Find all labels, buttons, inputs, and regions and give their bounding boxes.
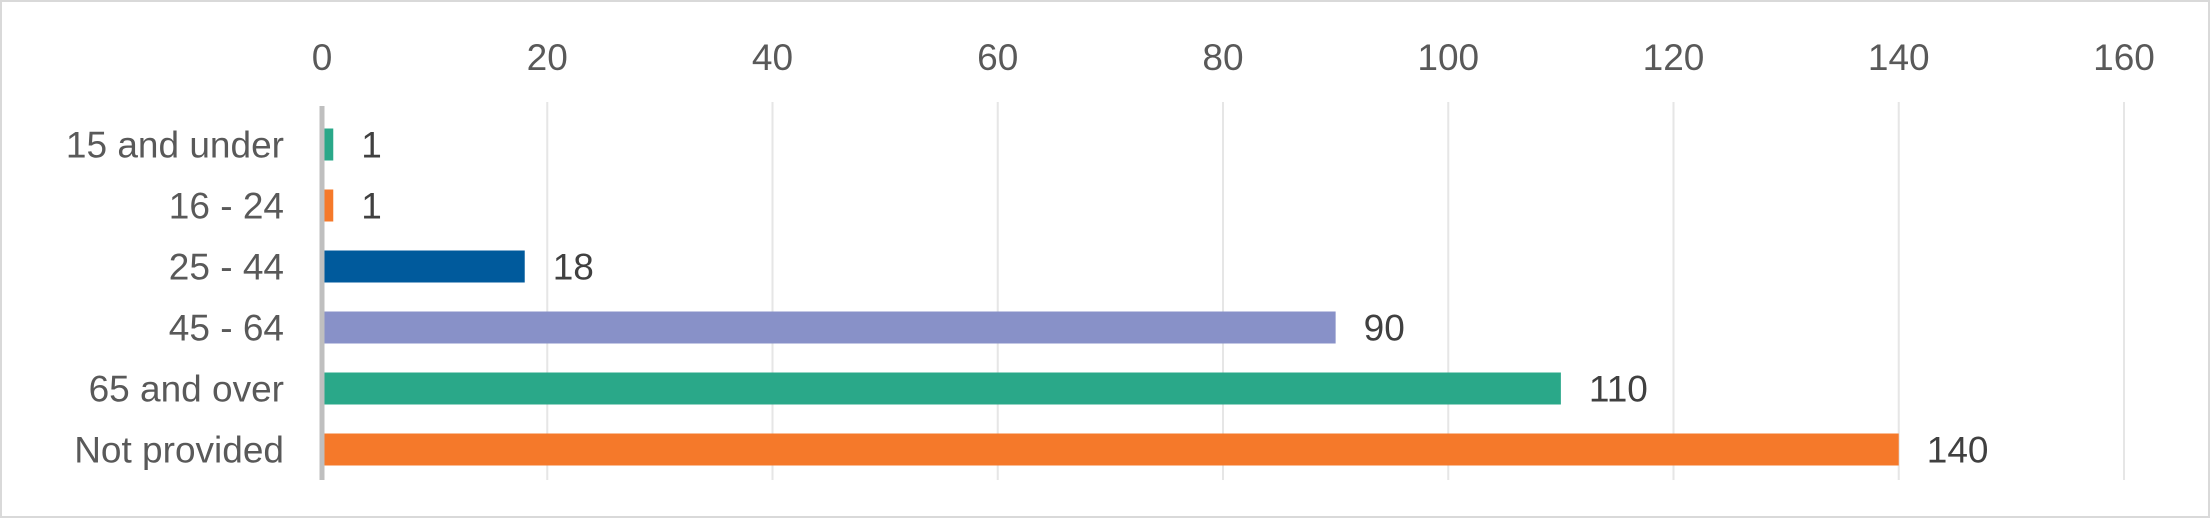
x-tick-label-80: 80 [1202, 37, 1243, 78]
data-label-0: 1 [361, 125, 382, 166]
bar-2 [322, 250, 525, 283]
data-label-4: 110 [1589, 369, 1648, 410]
data-labels: 1 1 18 90 110 140 [361, 125, 1988, 471]
x-tick-label-0: 0 [312, 37, 333, 78]
x-tick-label-120: 120 [1643, 37, 1705, 78]
x-tick-label-20: 20 [527, 37, 568, 78]
data-label-3: 90 [1364, 308, 1405, 349]
bar-3 [322, 311, 1336, 344]
bars [322, 128, 1899, 466]
x-tick-label-140: 140 [1868, 37, 1930, 78]
x-tick-label-40: 40 [752, 37, 793, 78]
category-label-2: 25 - 44 [169, 247, 284, 288]
category-label-1: 16 - 24 [169, 186, 284, 227]
bar-1 [322, 189, 334, 222]
category-labels: 15 and under 16 - 24 25 - 44 45 - 64 65 and … [66, 125, 284, 471]
data-label-1: 1 [361, 186, 382, 227]
category-label-5: Not provided [74, 430, 284, 471]
category-label-4: 65 and over [89, 369, 284, 410]
bar-4 [322, 372, 1561, 405]
x-tick-label-160: 160 [2093, 37, 2155, 78]
x-tick-labels: 0 20 40 60 80 100 120 140 160 [312, 37, 2155, 78]
bar-0 [322, 128, 334, 161]
category-label-0: 15 and under [66, 125, 284, 166]
bar-5 [322, 433, 1899, 466]
category-label-3: 45 - 64 [169, 308, 284, 349]
gridlines [546, 102, 2125, 480]
data-label-5: 140 [1927, 430, 1989, 471]
data-label-2: 18 [553, 247, 594, 288]
x-tick-label-60: 60 [977, 37, 1018, 78]
x-tick-label-100: 100 [1417, 37, 1479, 78]
